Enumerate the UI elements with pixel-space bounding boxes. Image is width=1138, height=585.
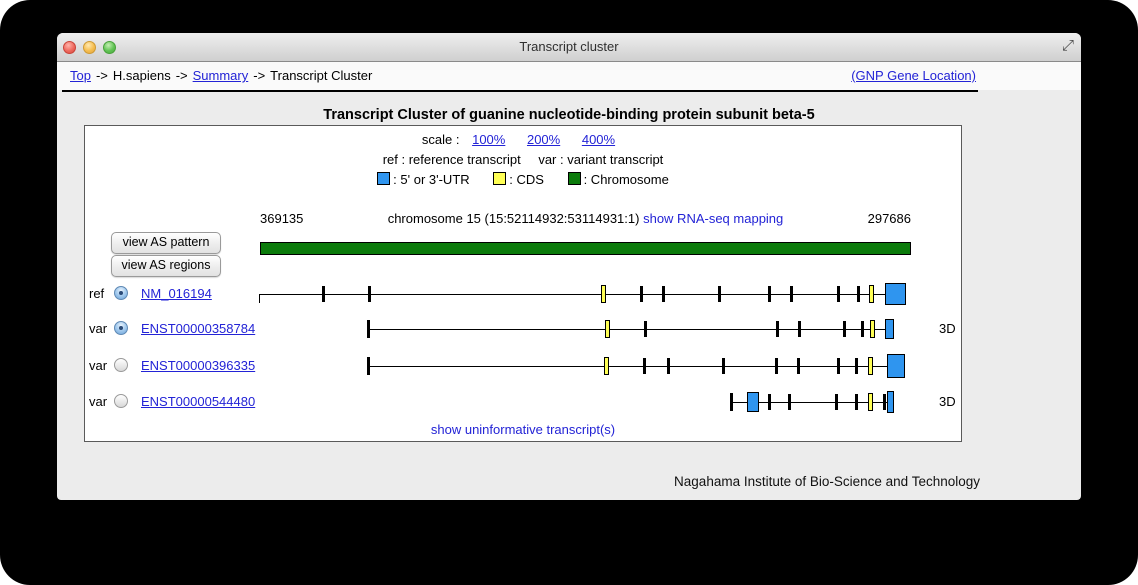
fullscreen-icon[interactable]: ⤢: [1061, 37, 1074, 54]
window-title: Transcript cluster: [519, 39, 619, 54]
scale-200-link[interactable]: 200%: [526, 132, 561, 147]
breadcrumb-bar: Top -> H.sapiens -> Summary -> Transcript Clus…: [57, 62, 1081, 90]
gnp-gene-location-link[interactable]: (GNP Gene Location): [851, 68, 976, 83]
transcript-type-label: var: [89, 321, 108, 336]
transcript-type-label: var: [89, 358, 108, 373]
transcript-id-link[interactable]: ENST00000396335: [141, 358, 256, 373]
transcript-type-label: ref: [89, 286, 105, 301]
page-title: Transcript Cluster of guanine nucleotide…: [323, 107, 815, 123]
transcript-cluster-panel: scale : 100% 200% 400% ref : reference t…: [84, 125, 962, 442]
view-as-regions-button[interactable]: view AS regions: [111, 255, 221, 277]
ref-explanation: ref : reference transcript: [382, 152, 521, 167]
scale-100-link[interactable]: 100%: [472, 132, 506, 147]
breadcrumb-separator: ->: [175, 68, 188, 83]
chromosome-title: chromosome 15 (15:52114932:53114931:1): [387, 211, 640, 226]
minimize-button[interactable]: [83, 41, 96, 54]
show-uninformative-link[interactable]: show uninformative transcript(s): [430, 422, 616, 437]
chromosome-color-swatch: [567, 172, 581, 185]
chromosome-right-coordinate: 297686: [867, 211, 911, 226]
transcript-row: ref NM_016194: [85, 279, 961, 309]
scale-400-link[interactable]: 400%: [581, 132, 616, 147]
transcript-radio[interactable]: [114, 394, 128, 408]
chromosome-header: chromosome 15 (15:52114932:53114931:1) s…: [260, 211, 911, 226]
show-rnaseq-mapping-link[interactable]: show RNA-seq mapping: [643, 211, 784, 226]
legend: : 5' or 3'-UTR : CDS : Chromosome: [85, 172, 961, 187]
app-window: Transcript cluster ⤢ Top -> H.sapiens -> Sum…: [57, 33, 1081, 500]
threed-label: 3D: [939, 394, 956, 409]
utr-color-swatch: [377, 172, 391, 185]
transcript-row: var ENST00000358784 3D: [85, 314, 961, 344]
legend-cds: : CDS: [493, 172, 544, 187]
breadcrumb-item-species: H.sapiens: [112, 68, 171, 83]
scale-controls: scale : 100% 200% 400%: [85, 132, 961, 147]
traffic-lights: [63, 41, 116, 54]
breadcrumb-link-summary[interactable]: Summary: [192, 68, 249, 83]
ref-var-explanation: ref : reference transcript var : variant…: [85, 152, 961, 167]
title-bar[interactable]: Transcript cluster ⤢: [57, 33, 1081, 62]
transcript-type-label: var: [89, 394, 108, 409]
transcript-id-link[interactable]: ENST00000358784: [141, 321, 256, 336]
chromosome-bar: [260, 242, 911, 255]
transcript-radio[interactable]: [114, 321, 128, 335]
footer-credit: Nagahama Institute of Bio-Science and Te…: [674, 474, 980, 489]
transcript-radio[interactable]: [114, 286, 128, 300]
cds-color-swatch: [493, 172, 507, 185]
breadcrumb-separator: ->: [253, 68, 266, 83]
transcript-row: var ENST00000396335: [85, 351, 961, 381]
breadcrumb-link-top[interactable]: Top: [70, 68, 91, 83]
transcript-id-link[interactable]: ENST00000544480: [141, 394, 256, 409]
breadcrumb: Top -> H.sapiens -> Summary -> Transcript Clus…: [70, 68, 372, 83]
legend-chromosome: : Chromosome: [567, 172, 669, 187]
var-explanation: var : variant transcript: [538, 152, 664, 167]
chromosome-left-coordinate: 369135: [260, 211, 304, 226]
transcript-row: var ENST00000544480 3D: [85, 387, 961, 417]
close-button[interactable]: [63, 41, 76, 54]
threed-label: 3D: [939, 321, 956, 336]
divider-rule: [62, 90, 978, 92]
transcript-radio[interactable]: [114, 358, 128, 372]
zoom-button[interactable]: [103, 41, 116, 54]
transcript-id-link[interactable]: NM_016194: [141, 286, 212, 301]
breadcrumb-separator: ->: [95, 68, 108, 83]
scale-label: scale :: [421, 132, 460, 147]
breadcrumb-item-current: Transcript Cluster: [270, 68, 373, 83]
legend-utr: : 5' or 3'-UTR: [377, 172, 470, 187]
view-as-pattern-button[interactable]: view AS pattern: [111, 232, 221, 254]
